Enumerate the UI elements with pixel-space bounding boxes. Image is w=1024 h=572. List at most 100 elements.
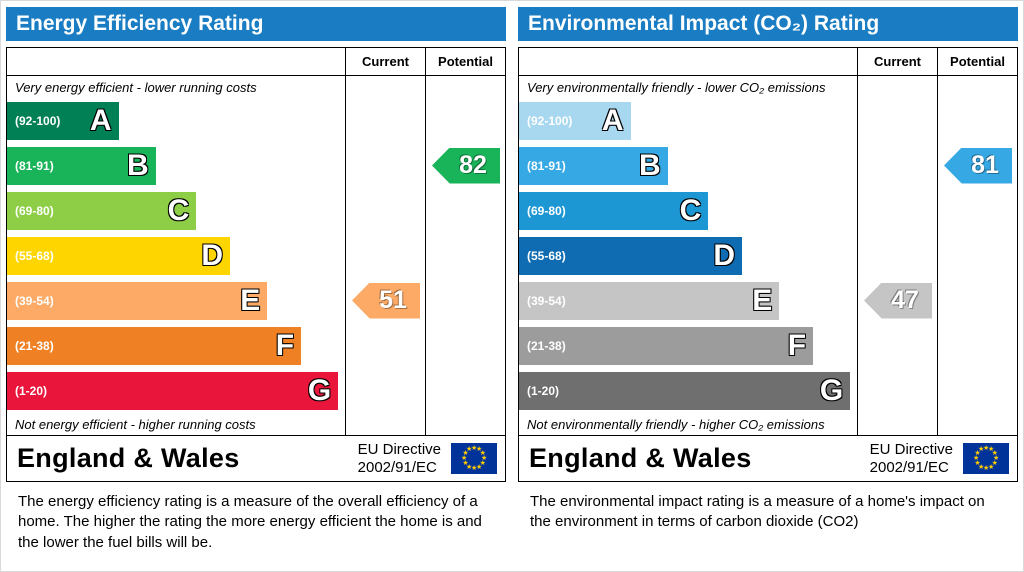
eu-flag-star: ★ xyxy=(476,446,483,454)
potential-rating-arrow: 81 xyxy=(944,147,1012,184)
eu-flag-icon: ★ ★ ★ ★ ★ ★ ★ ★ ★ ★ ★ ★ xyxy=(963,443,1009,474)
eu-flag-star: ★ xyxy=(983,465,990,472)
potential-rating-arrow: 82 xyxy=(432,147,500,184)
eu-flag-icon: ★ ★ ★ ★ ★ ★ ★ ★ ★ ★ ★ ★ xyxy=(451,443,497,474)
eu-flag-star: ★ xyxy=(466,446,473,454)
band-letter: A xyxy=(89,103,112,137)
band-row: (21-38) F xyxy=(519,323,857,368)
eu-directive-line2: 2002/91/EC xyxy=(357,458,437,476)
band-bar-d: (55-68) D xyxy=(7,236,231,275)
current-rating-arrow: 47 xyxy=(864,282,932,319)
band-letter: D xyxy=(201,238,224,272)
eu-directive-line2: 2002/91/EC xyxy=(869,458,949,476)
eu-flag-star: ★ xyxy=(479,450,486,457)
energy-efficiency-panel: Energy Efficiency Rating Current Potenti… xyxy=(6,7,506,565)
eu-directive-label: EU Directive 2002/91/EC xyxy=(358,441,441,476)
eu-flag-star: ★ xyxy=(991,460,998,467)
band-bar-d: (55-68) D xyxy=(519,236,743,275)
band-row: (55-68) D xyxy=(7,233,345,278)
band-range-label: (69-80) xyxy=(527,203,566,218)
band-letter: F xyxy=(275,328,295,362)
band-letter: G xyxy=(307,373,332,407)
eu-flag-star: ★ xyxy=(974,460,981,467)
panel-title: Energy Efficiency Rating xyxy=(16,12,264,35)
eu-flag-star: ★ xyxy=(973,455,980,462)
band-range-label: (69-80) xyxy=(15,203,54,218)
bottom-note: Not energy efficient - higher running co… xyxy=(15,416,256,432)
band-row: (1-20) G xyxy=(7,368,345,413)
potential-column-header: Potential xyxy=(425,48,505,76)
band-range-label: (39-54) xyxy=(527,293,566,308)
band-bar-b: (81-91) B xyxy=(7,146,156,185)
band-row: (81-91) B xyxy=(519,143,857,188)
band-row: (1-20) G xyxy=(519,368,857,413)
environmental-impact-panel: Environmental Impact (CO₂) Rating Curren… xyxy=(518,7,1018,565)
band-range-label: (81-91) xyxy=(15,158,54,173)
band-row: (69-80) C xyxy=(7,188,345,233)
band-letter: D xyxy=(713,238,736,272)
bands-area: Very environmentally friendly - lower CO… xyxy=(519,76,857,435)
band-bar-g: (1-20) G xyxy=(7,371,339,410)
band-range-label: (81-91) xyxy=(527,158,566,173)
header-blank-cell xyxy=(7,48,345,76)
band-bar-g: (1-20) G xyxy=(519,371,851,410)
header-blank-cell xyxy=(519,48,857,76)
top-note: Very environmentally friendly - lower CO… xyxy=(527,79,826,95)
band-range-label: (21-38) xyxy=(527,338,566,353)
eu-flag-star: ★ xyxy=(988,446,995,454)
environmental-rating-chart: Current Potential Very environmentally f… xyxy=(518,47,1018,482)
eu-flag-star: ★ xyxy=(479,460,486,467)
eu-flag-star: ★ xyxy=(471,445,478,452)
band-range-label: (55-68) xyxy=(15,248,54,263)
potential-column-header: Potential xyxy=(937,48,1017,76)
band-row: (92-100) A xyxy=(519,98,857,143)
band-range-label: (92-100) xyxy=(15,113,61,128)
current-column: 51 xyxy=(345,76,425,435)
band-row: (69-80) C xyxy=(519,188,857,233)
band-row: (81-91) B xyxy=(7,143,345,188)
band-bar-f: (21-38) F xyxy=(519,326,814,365)
potential-column: 82 xyxy=(425,76,505,435)
band-letter: E xyxy=(752,283,773,317)
eu-flag-star: ★ xyxy=(993,455,1000,462)
eu-directive-line1: EU Directive xyxy=(357,441,441,459)
bands-area: Very energy efficient - lower running co… xyxy=(7,76,345,435)
band-row: (92-100) A xyxy=(7,98,345,143)
energy-rating-chart: Current Potential Very energy efficient … xyxy=(6,47,506,482)
eu-flag-star: ★ xyxy=(974,450,981,457)
band-letter: C xyxy=(679,193,702,227)
band-range-label: (21-38) xyxy=(15,338,54,353)
current-rating-arrow: 51 xyxy=(352,282,420,319)
band-row: (39-54) E xyxy=(519,278,857,323)
environmental-caption: The environmental impact rating is a mea… xyxy=(530,493,985,531)
eu-flag-star: ★ xyxy=(978,463,985,471)
band-range-label: (39-54) xyxy=(15,293,54,308)
band-letter: F xyxy=(787,328,807,362)
band-bar-c: (69-80) C xyxy=(7,191,197,230)
eu-flag-star: ★ xyxy=(476,463,483,471)
footer: England & Wales EU Directive 2002/91/EC … xyxy=(7,435,505,481)
band-range-label: (55-68) xyxy=(527,248,566,263)
current-column-header: Current xyxy=(345,48,425,76)
band-letter: B xyxy=(127,148,149,182)
eu-flag-star: ★ xyxy=(481,455,488,462)
panel-title-bar: Environmental Impact (CO₂) Rating xyxy=(518,7,1018,41)
band-letter: B xyxy=(639,148,661,182)
band-row: (39-54) E xyxy=(7,278,345,323)
energy-caption: The energy efficiency rating is a measur… xyxy=(18,493,482,551)
region-label: England & Wales xyxy=(529,443,752,473)
eu-flag-star: ★ xyxy=(991,450,998,457)
region-label: England & Wales xyxy=(17,443,240,473)
panel-title: Environmental Impact (CO₂) Rating xyxy=(528,12,880,35)
band-letter: G xyxy=(819,373,844,407)
current-column-header: Current xyxy=(857,48,937,76)
band-letter: C xyxy=(167,193,190,227)
eu-flag-star: ★ xyxy=(471,465,478,472)
band-range-label: (1-20) xyxy=(527,383,560,398)
band-bar-c: (69-80) C xyxy=(519,191,709,230)
panel-title-bar: Energy Efficiency Rating xyxy=(6,7,506,41)
band-list: (92-100) A (81-91) B (69-80) C (55-68) D (39-54)… xyxy=(519,98,857,413)
band-bar-e: (39-54) E xyxy=(519,281,780,320)
bottom-note: Not environmentally friendly - higher CO… xyxy=(527,416,825,432)
